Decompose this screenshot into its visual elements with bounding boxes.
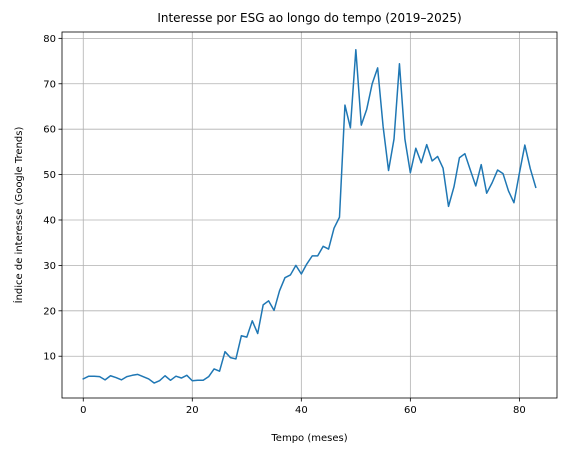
- y-tick-label: 80: [43, 34, 56, 45]
- y-tick-label: 40: [43, 215, 56, 226]
- x-tick-label: 0: [80, 405, 86, 416]
- y-tick-label: 50: [43, 170, 56, 181]
- y-tick-label: 10: [43, 352, 56, 363]
- x-tick-label: 40: [295, 405, 308, 416]
- y-tick-label: 70: [43, 79, 56, 90]
- y-tick-label: 60: [43, 125, 56, 136]
- series-line: [82, 48, 537, 384]
- x-tick-label: 20: [186, 405, 199, 416]
- chart-title: Interesse por ESG ao longo do tempo (201…: [157, 11, 461, 25]
- plot-frame: [61, 31, 558, 399]
- x-tick-label: 60: [404, 405, 417, 416]
- y-tick-label: 30: [43, 261, 56, 272]
- series-layer: [82, 48, 537, 384]
- ticks: 0 20 40 60 80 10 20 30 40 50 60 70 80: [43, 34, 525, 416]
- x-axis-label: Tempo (meses): [270, 433, 347, 444]
- grid: [62, 32, 557, 398]
- y-axis-label: Índice de interesse (Google Trends): [12, 127, 25, 304]
- x-tick-label: 80: [513, 405, 526, 416]
- y-tick-label: 20: [43, 306, 56, 317]
